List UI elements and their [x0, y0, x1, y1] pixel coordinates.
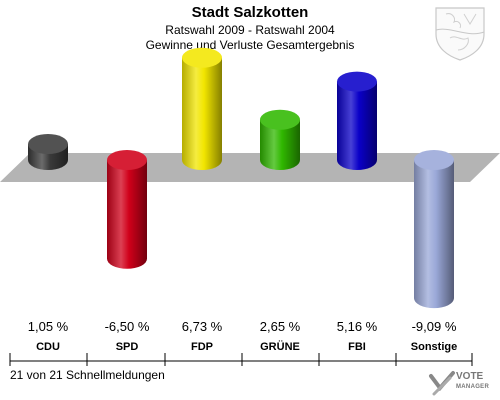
category-label: SPD [116, 341, 139, 353]
logo-main-text: VOTE [456, 371, 484, 382]
value-label: -9,09 % [412, 319, 457, 334]
bar-body [182, 57, 222, 171]
bar-grüne [260, 109, 300, 170]
value-label: 6,73 % [182, 319, 223, 334]
vote-manager-logo-icon [429, 371, 455, 396]
bar-fdp [182, 47, 222, 171]
bar-body [414, 160, 454, 309]
category-label: CDU [36, 341, 60, 353]
category-label: FBI [348, 341, 366, 353]
category-label: GRÜNE [260, 340, 300, 353]
bar-spd [107, 150, 147, 269]
bar-body [260, 119, 300, 170]
value-label: 5,16 % [337, 319, 378, 334]
bar-top-cap [337, 71, 377, 92]
value-label: -6,50 % [105, 319, 150, 334]
category-label: Sonstige [411, 341, 457, 353]
bar-top-cap [107, 150, 147, 170]
bar-top-cap [182, 47, 222, 68]
bar-body [337, 81, 377, 170]
coat-of-arms-icon [435, 7, 485, 61]
chart-subtitle: Ratswahl 2009 - Ratswahl 2004 [165, 23, 335, 37]
vote-manager-logo: VOTE MANAGER [456, 372, 489, 392]
logo-sub-text: MANAGER [456, 384, 490, 390]
bar-cdu [28, 134, 68, 170]
bar-top-cap [28, 134, 68, 155]
bar-top-cap [414, 150, 454, 170]
category-label: FDP [191, 341, 213, 353]
status-text: 21 von 21 Schnellmeldungen [10, 368, 165, 382]
bar-sonstige [414, 150, 454, 309]
value-label: 1,05 % [28, 319, 69, 334]
bar-top-cap [260, 109, 300, 130]
chart-title: Stadt Salzkotten [191, 4, 309, 21]
value-label: 2,65 % [260, 319, 301, 334]
bar-fbi [337, 71, 377, 170]
bar-body [107, 160, 147, 269]
